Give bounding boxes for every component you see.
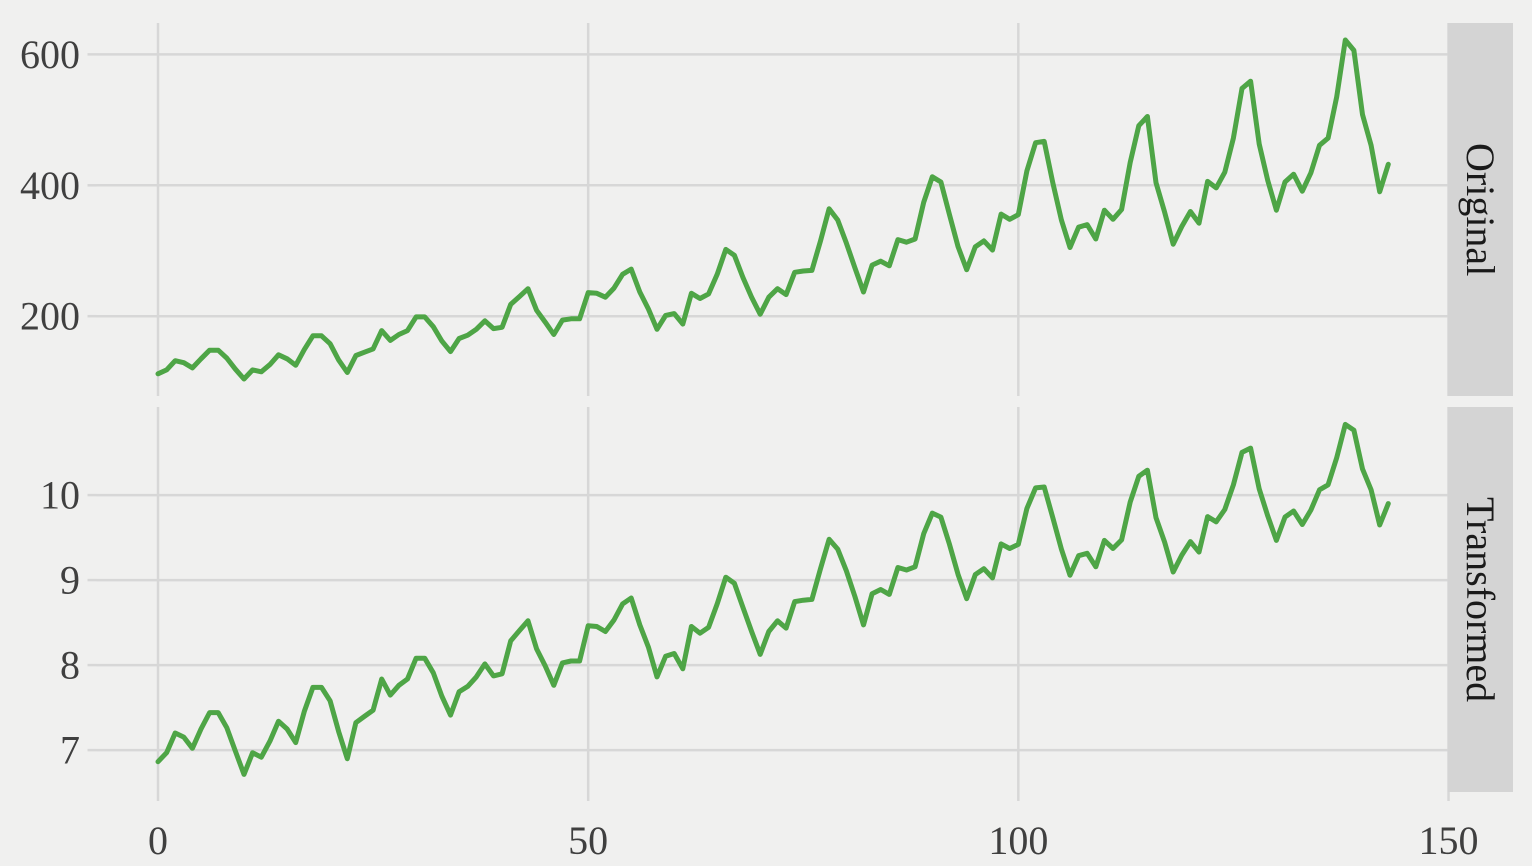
facet-strip-original xyxy=(1448,23,1513,396)
panel-background-transformed xyxy=(96,407,1450,792)
y-tick-label-8: 8 xyxy=(60,643,80,688)
y-tick-label-200: 200 xyxy=(20,294,80,339)
y-tick-label-10: 10 xyxy=(40,473,80,518)
facet-strip-label-original: Original xyxy=(1458,142,1503,277)
x-tick-label-100: 100 xyxy=(988,818,1048,863)
facet-strip-transformed xyxy=(1448,407,1513,792)
x-tick-label-150: 150 xyxy=(1419,818,1479,863)
series-line-original xyxy=(155,37,1391,382)
x-tick-label-50: 50 xyxy=(568,818,608,863)
series-line-transformed xyxy=(155,421,1391,777)
facet-strip-label-transformed: Transformed xyxy=(1458,496,1503,703)
y-tick-label-7: 7 xyxy=(60,728,80,773)
panel-background-original xyxy=(96,23,1450,396)
x-tick-label-0: 0 xyxy=(148,818,168,863)
y-tick-label-9: 9 xyxy=(60,558,80,603)
y-tick-label-600: 600 xyxy=(20,32,80,77)
y-tick-label-400: 400 xyxy=(20,163,80,208)
